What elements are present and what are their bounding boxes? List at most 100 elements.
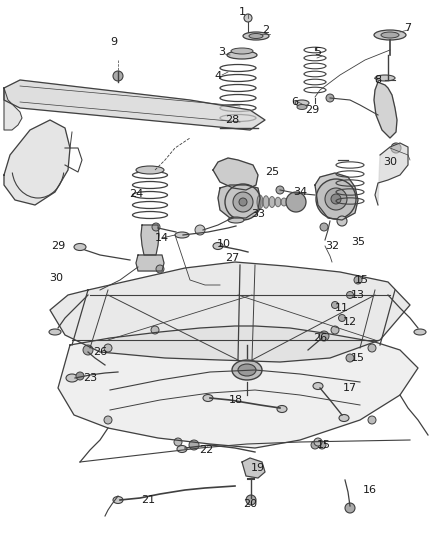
Text: 32: 32 [325,241,339,251]
Ellipse shape [213,243,223,249]
Ellipse shape [227,51,257,59]
Text: 20: 20 [243,499,257,509]
Circle shape [151,326,159,334]
Text: 7: 7 [404,23,412,33]
Circle shape [174,438,182,446]
Text: 17: 17 [343,383,357,393]
Text: 23: 23 [83,373,97,383]
Text: 10: 10 [217,239,231,249]
Circle shape [326,94,334,102]
Ellipse shape [243,32,269,40]
Polygon shape [4,88,22,130]
Text: 6: 6 [292,97,299,107]
Circle shape [152,223,160,231]
Text: 5: 5 [314,47,321,57]
Circle shape [239,198,247,206]
Circle shape [189,440,199,450]
Ellipse shape [313,383,323,390]
Circle shape [318,441,326,449]
Circle shape [325,188,347,210]
Ellipse shape [339,415,349,422]
Text: 13: 13 [351,290,365,300]
Polygon shape [4,120,70,205]
Polygon shape [58,326,418,448]
Text: 14: 14 [155,233,169,243]
Ellipse shape [74,244,86,251]
Polygon shape [4,80,265,130]
Circle shape [113,71,123,81]
Text: 1: 1 [239,7,246,17]
Ellipse shape [249,34,263,38]
Text: 27: 27 [225,253,239,263]
Circle shape [83,345,93,355]
Circle shape [104,344,112,352]
Circle shape [195,225,205,235]
Circle shape [391,143,401,153]
Text: 29: 29 [51,241,65,251]
Text: 9: 9 [110,37,117,47]
Polygon shape [141,225,159,255]
Text: 29: 29 [305,105,319,115]
Circle shape [233,192,253,212]
Text: 30: 30 [383,157,397,167]
Circle shape [244,14,252,22]
Circle shape [319,331,329,341]
Ellipse shape [257,195,263,209]
Circle shape [331,326,339,334]
Ellipse shape [275,197,281,207]
Ellipse shape [269,197,275,207]
Circle shape [246,495,256,505]
Ellipse shape [203,394,213,401]
Text: 24: 24 [129,189,143,199]
Ellipse shape [281,198,287,206]
Ellipse shape [49,329,61,335]
Ellipse shape [277,406,287,413]
Polygon shape [315,173,358,220]
Circle shape [225,184,261,220]
Text: 15: 15 [355,275,369,285]
Polygon shape [375,143,408,205]
Circle shape [346,354,354,362]
Circle shape [368,344,376,352]
Text: 28: 28 [225,115,239,125]
Ellipse shape [228,217,244,223]
Text: 11: 11 [335,303,349,313]
Ellipse shape [231,48,253,54]
Ellipse shape [295,100,309,106]
Circle shape [286,192,306,212]
Text: 18: 18 [229,395,243,405]
Polygon shape [213,158,258,190]
Circle shape [156,265,164,273]
Circle shape [345,503,355,513]
Polygon shape [242,458,265,478]
Ellipse shape [375,75,395,81]
Circle shape [104,416,112,424]
Text: 12: 12 [343,317,357,327]
Circle shape [332,302,339,309]
Text: 15: 15 [317,440,331,450]
Circle shape [76,372,84,380]
Text: 34: 34 [293,187,307,197]
Circle shape [339,314,346,321]
Text: 35: 35 [351,237,365,247]
Text: 26: 26 [313,333,327,343]
Ellipse shape [66,374,78,382]
Polygon shape [374,82,397,138]
Ellipse shape [177,446,187,453]
Ellipse shape [374,30,406,40]
Text: 21: 21 [141,495,155,505]
Ellipse shape [238,364,256,376]
Polygon shape [136,255,164,271]
Ellipse shape [297,104,307,109]
Circle shape [368,416,376,424]
Text: 30: 30 [49,273,63,283]
Text: 8: 8 [374,75,381,85]
Circle shape [331,194,341,204]
Circle shape [311,441,319,449]
Text: 16: 16 [363,485,377,495]
Ellipse shape [263,196,269,208]
Text: 22: 22 [199,445,213,455]
Text: 33: 33 [251,209,265,219]
Circle shape [346,292,353,298]
Circle shape [320,223,328,231]
